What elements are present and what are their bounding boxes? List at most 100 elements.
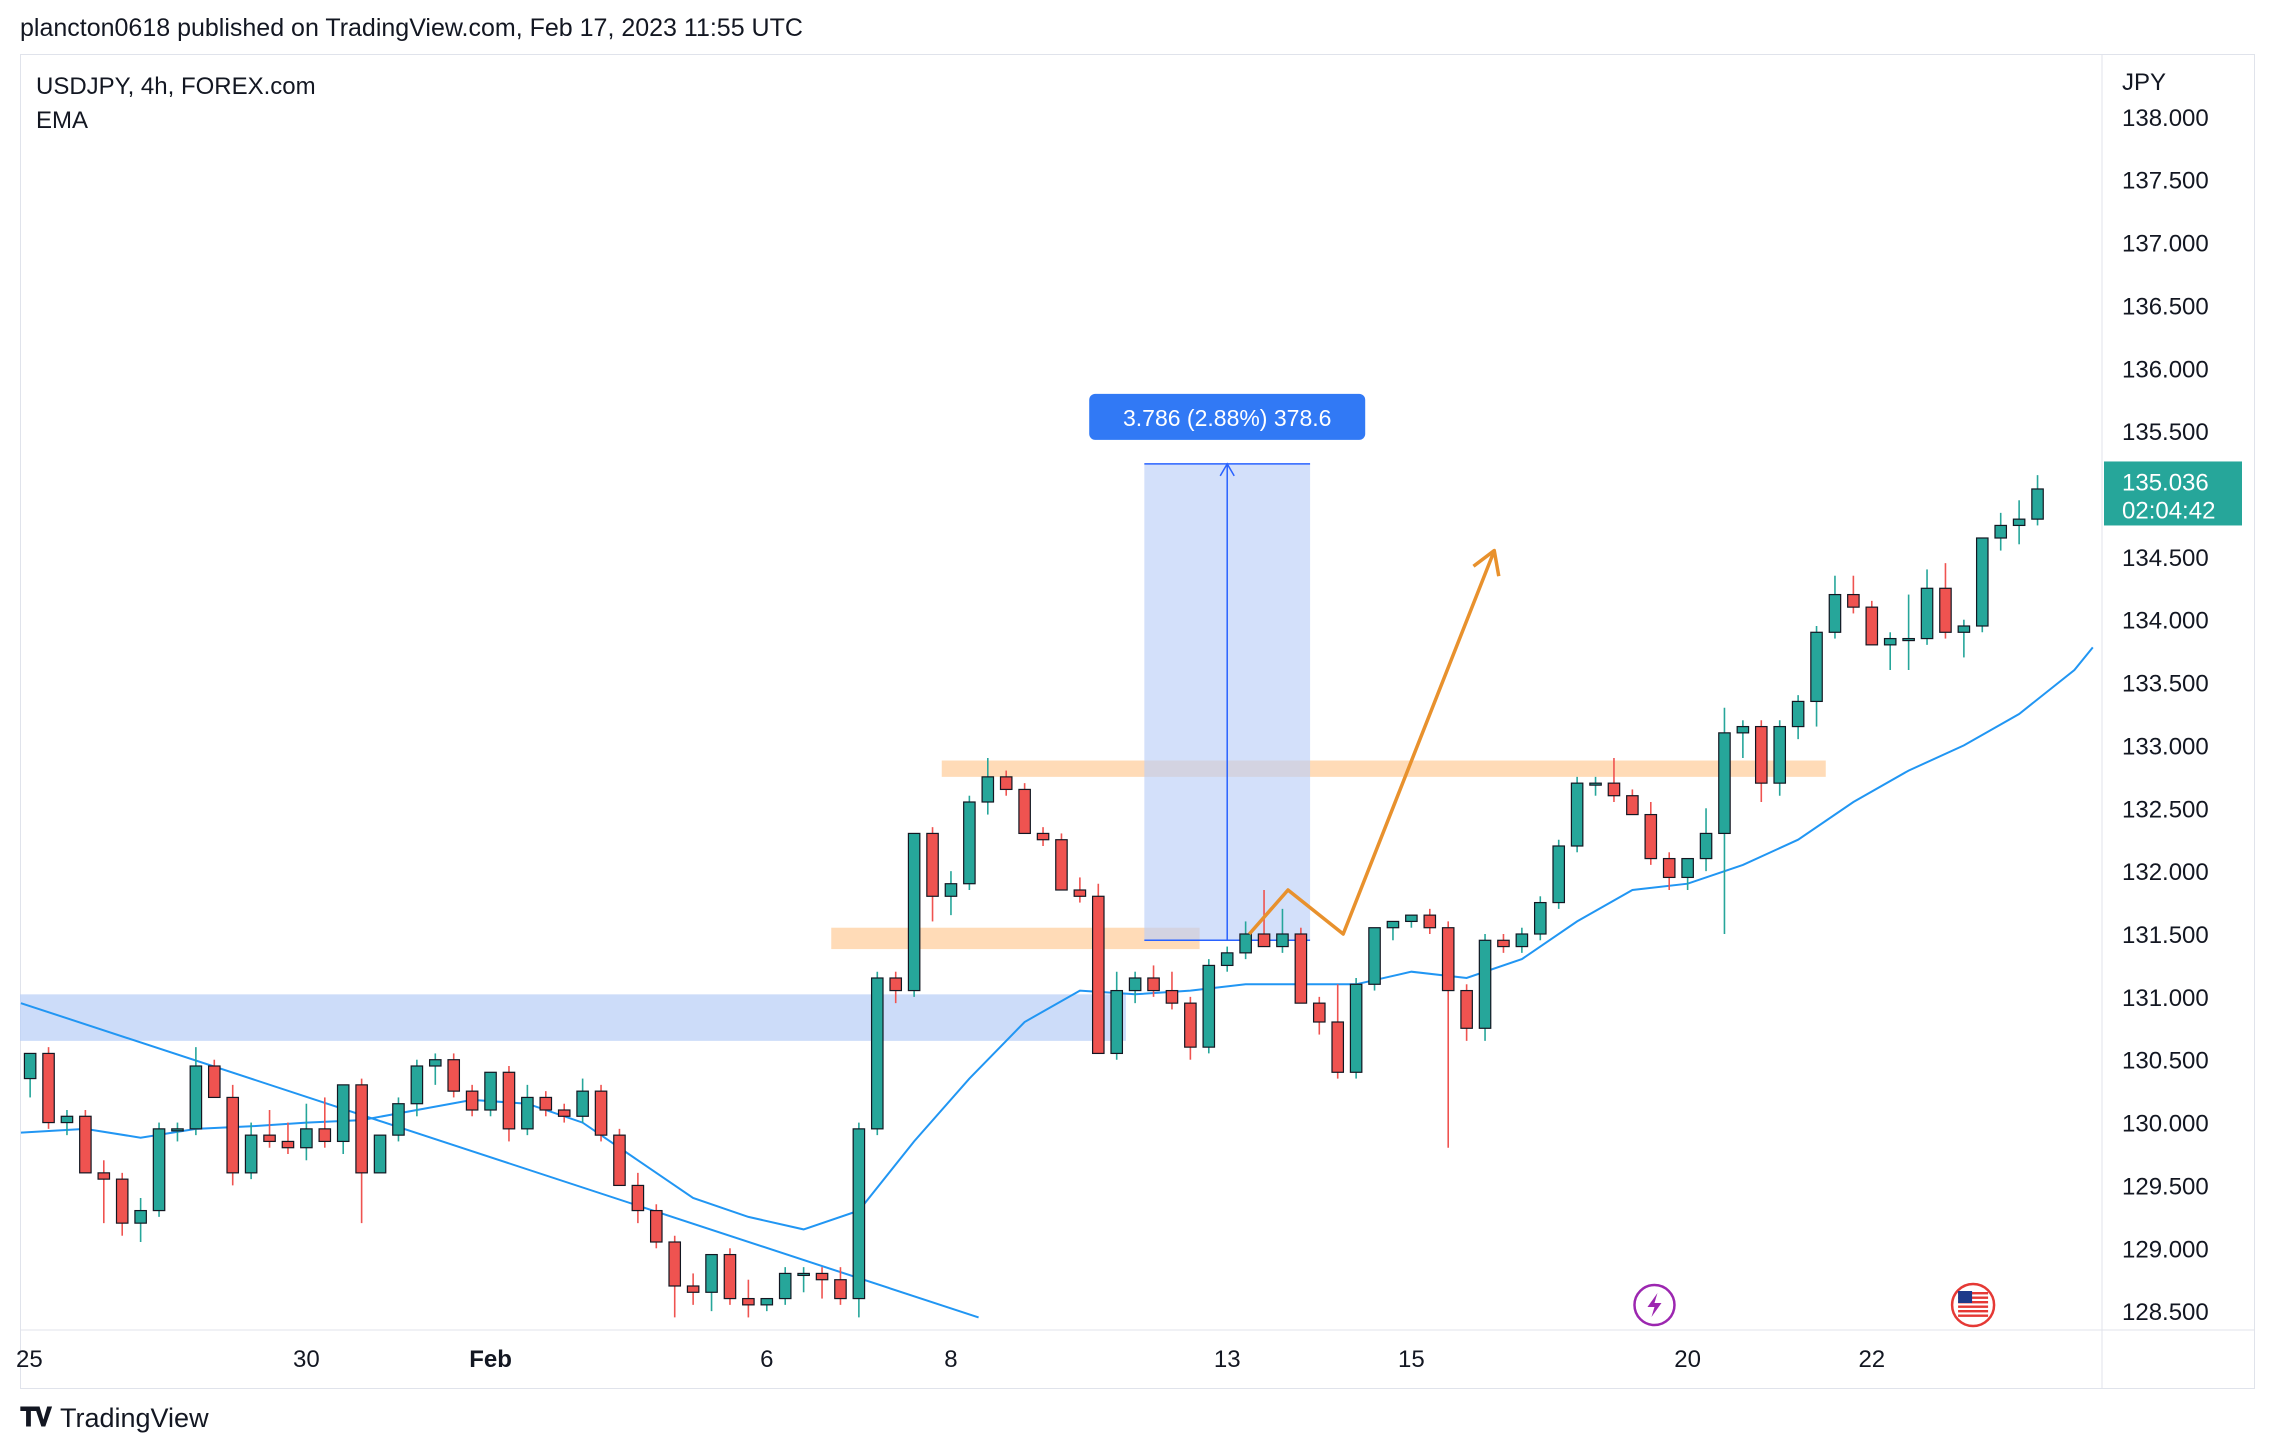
axes-layer: JPY 128.500 129.000 129.500 130.000 130.500 13… [16,54,2255,1389]
lightning-event-icon [1633,1283,1676,1327]
candle [428,1053,442,1085]
candle-body [999,776,1013,791]
candle-body [263,1134,276,1143]
candle [1497,934,1510,953]
candle [1276,908,1289,953]
candle-body [189,1065,203,1130]
candle-body [1036,832,1050,841]
candle-body [1018,788,1031,835]
candle [281,1122,295,1154]
candle-countdown: 02:04:42 [2122,497,2215,524]
candle [207,1059,221,1099]
candle [189,1047,203,1136]
price-tick-label: 131.000 [2122,985,2209,1012]
candle [797,1267,810,1293]
candle-body [1957,625,1971,633]
candle [1644,802,1658,865]
candle [649,1204,663,1249]
candle [1091,883,1105,1055]
candle-body [318,1128,332,1143]
candle-body [1515,933,1529,948]
candle-body [1478,939,1492,1029]
candles-layer [23,475,2044,1318]
candle-body [23,1052,37,1080]
candle-body [870,977,884,1130]
candle [1018,783,1031,835]
candle-body [1773,725,1787,784]
candle-body [1589,782,1602,786]
candle-body [1681,857,1694,879]
candle-body [115,1178,129,1224]
candle [1368,927,1381,991]
current-price-bg [2104,461,2242,526]
candle-body [1110,989,1124,1055]
brand-label: TradingView [59,1402,209,1433]
candle [1165,971,1179,1010]
candle [926,827,939,922]
indicator-label[interactable]: EMA [36,107,89,134]
flag-canton [1958,1291,1973,1303]
candle-body [1386,920,1400,929]
candle-body [926,832,939,897]
time-tick-label: 6 [760,1346,773,1373]
time-tick-label: 13 [1214,1346,1241,1373]
price-tick-label: 136.000 [2122,356,2209,383]
candle-body [1202,964,1216,1048]
candle [1202,959,1216,1054]
candle-body [1718,732,1731,835]
candle-body [1220,952,1234,967]
candle-body [576,1090,589,1117]
time-tick-label: Feb [469,1346,512,1373]
candle-body [1294,933,1308,1004]
candle-body [705,1253,718,1293]
publisher-info: plancton0618 published on TradingView.co… [20,14,803,42]
candle [870,971,884,1136]
candle-body [1607,782,1621,797]
time-tick-label: 15 [1398,1346,1425,1373]
candle [1331,984,1345,1079]
candle-body [889,977,903,992]
candle [2031,475,2044,526]
candle [760,1297,774,1312]
candle-body [1533,901,1547,935]
candle-body [79,1115,92,1174]
candle [336,1084,350,1154]
candle-body [760,1297,774,1306]
price-tick-label: 138.000 [2122,105,2209,132]
time-tick-label: 8 [944,1346,957,1373]
candle-body [1552,845,1566,904]
ema-line [20,646,2094,1231]
candle-body [723,1253,737,1300]
candle [1626,789,1639,816]
candle-body [152,1128,166,1212]
candle-body [797,1272,810,1277]
footer-brand[interactable]: 𝐓𝐕 TradingView [20,1402,209,1434]
flag-stripe [1958,1305,1989,1308]
candle-body [1662,857,1676,879]
candle [1294,927,1308,1004]
candle-body [521,1096,534,1130]
candle-body [97,1172,111,1180]
candle [300,1103,313,1161]
symbol-label[interactable]: USDJPY, 4h, FOREX.com [36,73,316,100]
candle [576,1078,589,1123]
price-range-badge [1089,393,1366,440]
candle [834,1267,847,1305]
chart-legend: USDJPY, 4h, FOREX.com EMA [36,70,316,138]
projection-arrowhead [1472,548,1501,577]
candle [1460,984,1473,1041]
flag-stripe [1958,1301,1989,1304]
candle [392,1097,405,1142]
candle-body [1405,914,1418,923]
candle-body [613,1134,626,1187]
candle [1423,908,1437,934]
candle [981,758,995,815]
candle [594,1084,608,1142]
candle [539,1091,553,1117]
candle [1994,512,2008,551]
candle [1349,978,1363,1079]
price-tick-label: 130.500 [2122,1048,2209,1075]
candle [1791,695,1805,740]
candle-body [1055,839,1068,891]
